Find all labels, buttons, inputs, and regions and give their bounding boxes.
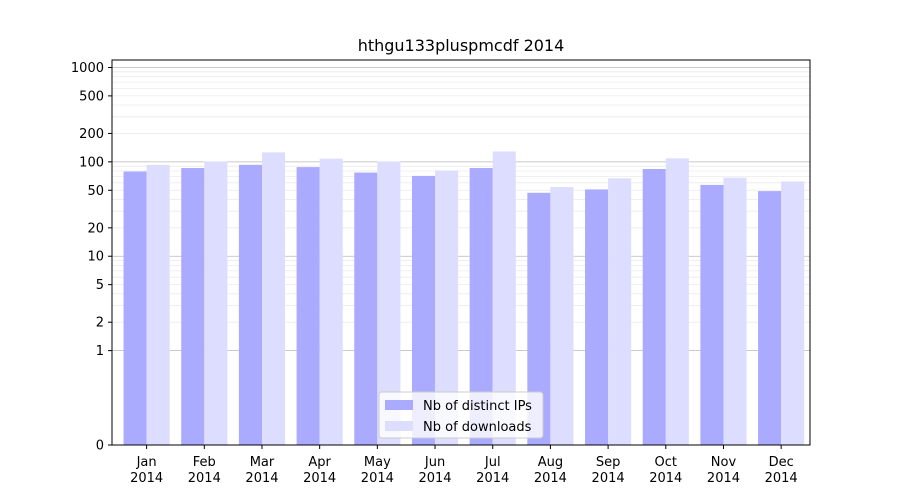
chart-title: hthgu133pluspmcdf 2014 bbox=[358, 36, 565, 55]
bar-distinct-ips bbox=[411, 175, 436, 445]
y-axis: 0 1 2 5 10 20 50 100 200 500 1000 bbox=[71, 61, 112, 454]
bar-downloads bbox=[261, 152, 286, 445]
x-tick-label-year: 2014 bbox=[303, 471, 336, 486]
bar-downloads bbox=[204, 161, 228, 445]
bar-downloads bbox=[492, 151, 516, 445]
x-tick-label-month: Jan bbox=[136, 455, 157, 470]
x-tick-label-month: Mar bbox=[250, 455, 275, 470]
x-tick-label-year: 2014 bbox=[592, 471, 625, 486]
y-tick-label: 2 bbox=[96, 316, 104, 331]
x-tick-label-year: 2014 bbox=[245, 471, 278, 486]
bars bbox=[123, 151, 805, 446]
x-axis: Jan2014Feb2014Mar2014Apr2014May2014Jun20… bbox=[130, 445, 798, 486]
legend-label: Nb of downloads bbox=[423, 420, 532, 435]
y-tick-label: 20 bbox=[87, 221, 104, 236]
legend-label: Nb of distinct IPs bbox=[423, 399, 532, 414]
bar-downloads bbox=[608, 178, 632, 445]
x-tick-label-year: 2014 bbox=[707, 471, 740, 486]
legend-box bbox=[378, 391, 544, 439]
legend-swatch bbox=[385, 400, 413, 410]
x-tick-label-year: 2014 bbox=[765, 471, 798, 486]
x-tick-label-year: 2014 bbox=[188, 471, 221, 486]
bar-downloads bbox=[146, 164, 170, 445]
y-tick-label: 200 bbox=[79, 127, 104, 142]
bar-distinct-ips bbox=[354, 172, 378, 445]
bar-downloads bbox=[319, 158, 343, 445]
x-tick-label-month: May bbox=[364, 455, 391, 470]
y-tick-label: 5 bbox=[96, 278, 104, 293]
bar-distinct-ips bbox=[238, 164, 262, 445]
bar-downloads bbox=[550, 187, 574, 446]
x-tick-label-month: Sep bbox=[596, 455, 621, 470]
bar-downloads bbox=[435, 170, 459, 445]
legend: Nb of distinct IPs Nb of downloads bbox=[378, 391, 544, 439]
bar-downloads bbox=[781, 181, 805, 445]
y-tick-label: 500 bbox=[79, 89, 104, 104]
legend-swatch bbox=[385, 421, 413, 431]
y-tick-label: 50 bbox=[87, 184, 104, 199]
bar-downloads bbox=[723, 177, 747, 446]
x-tick-label-year: 2014 bbox=[418, 471, 451, 486]
y-tick-label: 100 bbox=[79, 155, 104, 170]
bar-distinct-ips bbox=[181, 168, 205, 445]
x-tick-label-year: 2014 bbox=[534, 471, 567, 486]
plot-frame bbox=[111, 59, 811, 446]
x-tick-label-month: Dec bbox=[769, 455, 794, 470]
x-tick-label-month: Nov bbox=[711, 455, 737, 470]
x-tick-label-month: Feb bbox=[193, 455, 216, 470]
x-tick-label-year: 2014 bbox=[130, 471, 163, 486]
x-tick-label-year: 2014 bbox=[476, 471, 509, 486]
x-tick-label-month: Jul bbox=[484, 455, 501, 470]
x-tick-label-month: Apr bbox=[308, 455, 331, 470]
bar-distinct-ips bbox=[296, 167, 320, 445]
y-tick-label: 1 bbox=[96, 344, 104, 359]
grid-lines bbox=[112, 67, 810, 352]
bar-downloads bbox=[377, 161, 401, 445]
bar-distinct-ips bbox=[123, 171, 147, 445]
bar-distinct-ips bbox=[527, 192, 551, 445]
x-tick-label-year: 2014 bbox=[649, 471, 682, 486]
x-tick-label-month: Oct bbox=[655, 455, 677, 470]
x-tick-label-month: Jun bbox=[424, 455, 445, 470]
bar-distinct-ips bbox=[758, 191, 782, 445]
bar-downloads bbox=[665, 158, 689, 445]
bar-distinct-ips bbox=[642, 169, 666, 445]
bar-distinct-ips bbox=[469, 168, 493, 445]
y-tick-label: 0 bbox=[96, 439, 104, 454]
bar-distinct-ips bbox=[585, 189, 609, 445]
x-tick-label-year: 2014 bbox=[361, 471, 394, 486]
x-tick-label-month: Aug bbox=[538, 455, 563, 470]
y-tick-label: 10 bbox=[87, 250, 104, 265]
bar-distinct-ips bbox=[700, 184, 724, 446]
y-tick-label: 1000 bbox=[71, 61, 104, 76]
